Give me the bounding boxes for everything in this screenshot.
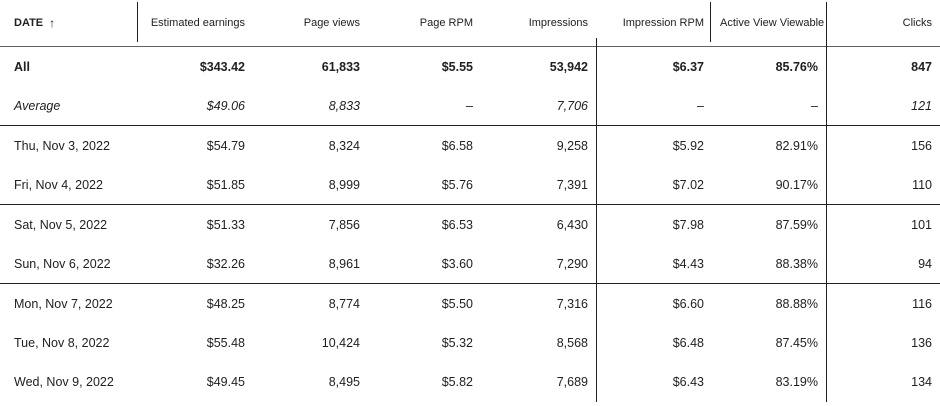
table-cell: 8,833 [253,86,368,126]
table-cell: 88.88% [775,296,818,311]
table-cell: Mon, Nov 7, 2022 [14,296,113,311]
table-cell: $49.06 [137,86,253,126]
table-cell: 87.59% [775,217,818,232]
table-cell: 83.19% [775,374,818,389]
table-cell: 7,689 [556,374,588,389]
column-header-page-rpm[interactable]: Page RPM [368,0,481,47]
column-header-estimated-earnings[interactable]: Estimated earnings [137,0,253,47]
table-cell: 7,856 [328,217,360,232]
column-divider [596,38,598,402]
table-cell: 156 [911,138,932,153]
column-divider [826,2,828,402]
column-header-clicks[interactable]: Clicks [826,0,940,47]
table-cell: $51.85 [137,165,253,205]
table-cell: 6,430 [556,217,588,232]
table-cell: 116 [912,296,932,311]
table-cell: $3.60 [368,244,481,284]
table-cell: $343.42 [199,59,245,74]
table-cell: 7,290 [481,244,596,284]
table-cell: $6.53 [441,217,473,232]
table-row: Fri, Nov 4, 2022 $51.85 8,999 $5.76 7,39… [0,165,940,205]
table-cell: 8,961 [253,244,368,284]
table-row: Sun, Nov 6, 2022 $32.26 8,961 $3.60 7,29… [0,244,940,284]
table-cell: $51.33 [206,217,245,232]
table-cell: Thu, Nov 3, 2022 [14,138,110,153]
column-header-page-views[interactable]: Page views [253,0,368,47]
table-cell: $5.55 [441,59,473,74]
table-cell: 90.17% [712,165,826,205]
table-cell: 61,833 [321,59,360,74]
column-header-impression-rpm[interactable]: Impression RPM [596,0,712,47]
summary-row-average: Average $49.06 8,833 – 7,706 – – 121 [0,86,940,126]
table-cell: 101 [911,217,932,232]
table-cell: 8,774 [328,296,360,311]
table-cell: 8,324 [328,138,360,153]
table-cell: $6.43 [672,374,704,389]
table-row: Wed, Nov 9, 2022 $49.45 8,495 $5.82 7,68… [0,362,940,401]
table-cell: 10,424 [321,335,360,350]
table-cell: Average [0,86,137,126]
table-cell: 7,706 [481,86,596,126]
table-cell: $5.76 [368,165,481,205]
table-cell: 85.76% [775,59,818,74]
table-cell: 136 [911,335,932,350]
table-row: Thu, Nov 3, 2022 $54.79 8,324 $6.58 9,25… [0,126,940,166]
table-cell: 53,942 [549,59,588,74]
arrow-up-icon[interactable]: ↑ [49,16,56,30]
table-cell: $49.45 [206,374,245,389]
table-cell: 7,391 [481,165,596,205]
table-row: Tue, Nov 8, 2022 $55.48 10,424 $5.32 8,5… [0,323,940,362]
table-cell: 8,999 [253,165,368,205]
table-row: Sat, Nov 5, 2022 $51.33 7,856 $6.53 6,43… [0,205,940,245]
table-cell: $55.48 [206,335,245,350]
table-cell: 94 [826,244,940,284]
table-header-row: DATE ↑ Estimated earnings Page views Page… [0,0,940,47]
table-cell: Wed, Nov 9, 2022 [14,374,114,389]
table-cell: Fri, Nov 4, 2022 [0,165,137,205]
table-cell: 88.38% [712,244,826,284]
table-cell: 8,495 [328,374,360,389]
table-cell: $5.50 [441,296,473,311]
summary-row-all: All $343.42 61,833 $5.55 53,942 $6.37 85… [0,47,940,87]
table-cell: $7.98 [672,217,704,232]
table-cell: $6.37 [672,59,704,74]
table-cell: 87.45% [775,335,818,350]
column-divider [137,2,139,42]
table-cell: 847 [911,59,932,74]
table-cell: $48.25 [206,296,245,311]
table-cell: – [368,86,481,126]
table-cell: $32.26 [137,244,253,284]
table-cell: $6.60 [672,296,704,311]
table-cell: 121 [826,86,940,126]
table-cell: 82.91% [775,138,818,153]
table-cell: Sun, Nov 6, 2022 [0,244,137,284]
table-cell: All [14,59,30,74]
table-cell: – [596,86,712,126]
table-cell: $5.32 [441,335,473,350]
table-cell: 9,258 [556,138,588,153]
table-cell: – [712,86,826,126]
table-cell: 7,316 [556,296,588,311]
table-cell: 110 [826,165,940,205]
table-cell: $5.82 [441,374,473,389]
table-cell: 134 [911,374,932,389]
table-cell: $54.79 [206,138,245,153]
table-cell: $7.02 [596,165,712,205]
column-header-label: DATE [14,17,44,29]
table-cell: Sat, Nov 5, 2022 [14,217,108,232]
table-cell: $6.48 [672,335,704,350]
table-cell: $4.43 [596,244,712,284]
table-cell: $6.58 [441,138,473,153]
table-cell: Tue, Nov 8, 2022 [14,335,110,350]
table-cell: $5.92 [672,138,704,153]
column-header-impressions[interactable]: Impressions [481,0,596,47]
column-header-active-view-viewable[interactable]: Active View Viewable [712,0,826,47]
column-divider [710,2,712,42]
table-cell: 8,568 [556,335,588,350]
table-row: Mon, Nov 7, 2022 $48.25 8,774 $5.50 7,31… [0,284,940,324]
column-header-date[interactable]: DATE ↑ [0,0,137,47]
